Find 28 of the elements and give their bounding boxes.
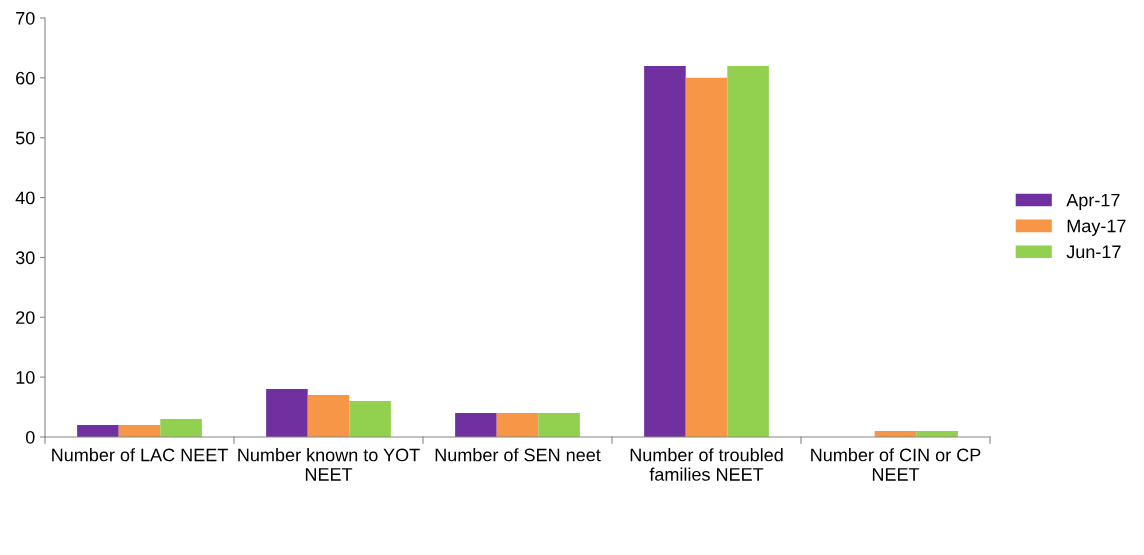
y-tick-label: 10: [16, 371, 35, 384]
bar: [538, 413, 580, 437]
y-tick-label: 70: [16, 11, 35, 25]
x-tick-label: Number of CIN or CP NEET: [811, 448, 981, 481]
bar: [77, 425, 119, 437]
y-tick-label: 40: [15, 191, 35, 205]
bar: [349, 401, 391, 437]
y-tick-label: 50: [15, 131, 35, 145]
y-tick-label: 30: [15, 251, 35, 265]
y-tick-label: 20: [16, 311, 35, 325]
x-tick-label: Number of SEN neet: [435, 448, 601, 462]
y-tick-label: 0: [25, 430, 35, 444]
bar: [160, 419, 202, 437]
bar: [455, 413, 497, 437]
legend-label: May-17: [1067, 219, 1126, 236]
x-tick-label: Number of troubled families NEET: [630, 448, 783, 481]
y-tick-label: 60: [16, 71, 35, 85]
bar: [307, 395, 350, 437]
x-tick-label: Number known to YOT NEET: [238, 448, 420, 481]
bar: [496, 413, 539, 437]
legend-label: Apr-17: [1066, 193, 1120, 211]
bar: [685, 77, 728, 437]
bar: [266, 389, 308, 437]
bar: [118, 425, 161, 437]
legend-label: Jun-17: [1066, 245, 1121, 259]
bar: [727, 65, 769, 437]
x-tick-label: Number of LAC NEET: [52, 448, 228, 462]
bar: [644, 65, 686, 437]
